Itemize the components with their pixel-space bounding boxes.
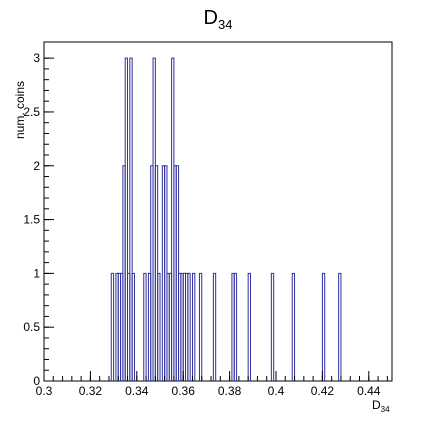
y-tick-label: 3 (33, 51, 40, 65)
plot-area (43, 41, 393, 382)
y-axis-ticks: 0 0.5 1 1.5 2 2.5 3 (23, 51, 54, 388)
histogram-bin-31 (233, 272, 238, 381)
histogram-bin-28 (198, 272, 203, 381)
histogram-bin-5 (124, 57, 129, 381)
y-tick-label: 0.5 (23, 320, 40, 334)
y-tick-label: 1 (33, 266, 40, 280)
histogram-bin-8 (131, 272, 135, 381)
x-axis-label-main: D (372, 398, 381, 412)
histogram-bin-14 (157, 272, 161, 381)
plot-frame (43, 41, 393, 382)
histogram-bin-33 (270, 272, 275, 381)
histogram-bins (110, 57, 342, 381)
histogram-bin-36 (338, 272, 342, 381)
x-axis-label-sub: 34 (381, 405, 390, 414)
x-tick-label: 0.34 (125, 384, 149, 398)
x-tick-label: 0.44 (357, 384, 381, 398)
y-tick-label: 0 (33, 374, 40, 388)
y-axis-label: num. coins (13, 81, 27, 139)
histogram-bin-34 (291, 272, 296, 381)
histogram-bin-32 (247, 272, 251, 381)
histogram-bin-29 (212, 272, 217, 381)
histogram-bin-7 (129, 57, 133, 381)
histogram-bin-0 (110, 272, 115, 381)
histogram-bin-27 (191, 272, 196, 381)
x-tick-label: 0.32 (79, 384, 103, 398)
y-tick-label: 2 (33, 159, 40, 173)
x-tick-label: 0.42 (311, 384, 335, 398)
x-axis-label: D34 (372, 398, 390, 414)
x-tick-label: 0.36 (172, 384, 196, 398)
chart-title-sub: 34 (218, 17, 232, 32)
x-tick-label: 0.38 (218, 384, 242, 398)
y-tick-label: 1.5 (23, 213, 40, 227)
histogram-bin-9 (143, 272, 147, 381)
x-axis-ticks: 0.3 0.32 0.34 0.36 0.38 0.4 0.42 0.44 (36, 371, 388, 398)
x-tick-label: 0.4 (268, 384, 285, 398)
x-tick-label: 0.3 (36, 384, 53, 398)
histogram-bin-26 (187, 272, 191, 381)
histogram-bin-35 (321, 272, 326, 381)
chart-title-main: D (204, 7, 218, 29)
chart-title: D34 (204, 7, 233, 32)
y-tick-label: 2.5 (23, 105, 40, 119)
